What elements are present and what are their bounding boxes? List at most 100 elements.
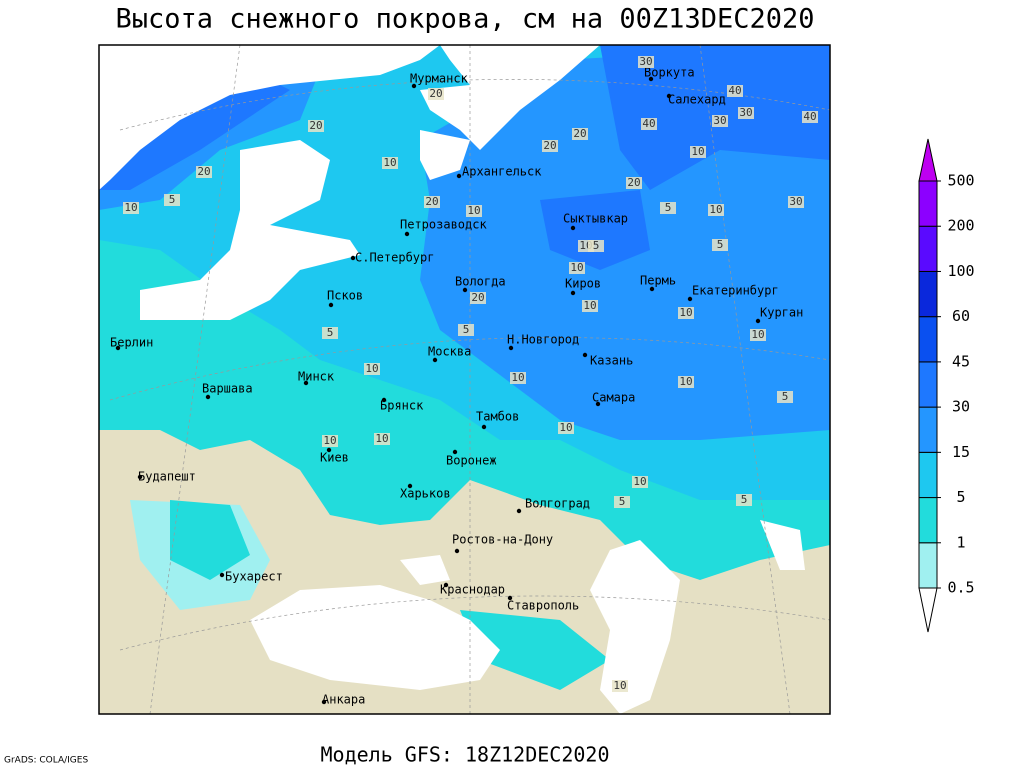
city-label: Анкара [322, 693, 365, 707]
contour-label-bg [542, 140, 558, 152]
snow-area [170, 500, 250, 580]
contour-label-bg [582, 300, 598, 312]
contour-label: 10 [633, 475, 646, 488]
city-label: Москва [428, 345, 471, 359]
contour-label: 10 [709, 203, 722, 216]
contour-label-bg [708, 204, 724, 216]
contour-label: 10 [570, 261, 583, 274]
colorbar-bin [918, 180, 938, 227]
colorbar-bin [918, 225, 938, 272]
contour-label-bg [777, 391, 793, 403]
city-dot [452, 449, 458, 455]
colorbar-bin [918, 406, 938, 453]
colorbar-label: 200 [947, 217, 974, 235]
contour-label: 10 [559, 421, 572, 434]
contour-label-bg [470, 292, 486, 304]
contour-label: 20 [471, 291, 484, 304]
contour-label: 20 [573, 127, 586, 140]
contour-label-bg [632, 476, 648, 488]
contour-label-bg [727, 85, 743, 97]
city-label: Пермь [640, 274, 676, 288]
contour-label-bg [374, 433, 390, 445]
contour-label-bg [638, 56, 654, 68]
contour-label-bg [626, 177, 642, 189]
contour-label: 5 [782, 390, 789, 403]
sea [590, 540, 680, 714]
contour-label-bg [558, 422, 574, 434]
contour-label: 5 [665, 201, 672, 214]
city-label: Салехард [668, 93, 726, 107]
city-dot [462, 287, 468, 293]
contour-label-bg [612, 680, 628, 692]
city-label: Волгоград [525, 497, 590, 511]
contour-label: 30 [739, 106, 752, 119]
city-dot [516, 508, 522, 514]
contour-label-bg [322, 327, 338, 339]
credit: GrADS: COLA/IGES [4, 756, 88, 766]
contour-label: 40 [642, 117, 655, 130]
city-dot [432, 357, 438, 363]
city-label: Самара [592, 391, 635, 405]
city-dot [404, 231, 410, 237]
contour-label-bg [382, 157, 398, 169]
contour-label-bg [569, 262, 585, 274]
city-dot [219, 572, 225, 578]
city-label: Архангельск [462, 165, 542, 179]
contour-label-bg [572, 128, 588, 140]
city-label: Ставрополь [507, 599, 579, 613]
contour-label-bg [364, 363, 380, 375]
city-label: Минск [298, 370, 335, 384]
contour-label: 5 [327, 326, 334, 339]
contour-label: 20 [309, 119, 322, 132]
contour-label: 10 [124, 201, 137, 214]
sea [250, 585, 500, 690]
contour-label: 40 [803, 110, 816, 123]
city-label: Воронеж [446, 454, 497, 468]
city-dot [443, 582, 449, 588]
city-label: Варшава [202, 382, 253, 396]
city-label: Петрозаводск [400, 218, 487, 232]
city-label: Будапешт [138, 470, 196, 484]
city-dot [582, 352, 588, 358]
city-dot [407, 483, 413, 489]
contour-label: 10 [365, 362, 378, 375]
contour-label: 30 [639, 55, 652, 68]
colorbar-label: 100 [947, 262, 974, 280]
colorbar-label: 500 [947, 172, 974, 190]
contour-label-bg [750, 329, 766, 341]
contour-label-bg [736, 494, 752, 506]
contour-label: 5 [169, 193, 176, 206]
contour-label-bg [660, 202, 676, 214]
contour-label: 40 [728, 84, 741, 97]
sea [420, 130, 470, 180]
contour-label: 5 [619, 495, 626, 508]
city-dot [595, 401, 601, 407]
contour-label: 10 [583, 299, 596, 312]
title: Высота снежного покрова, см на 00Z13DEC2… [116, 4, 815, 35]
city-label: Сыктывкар [563, 212, 628, 226]
colorbar-label: 5 [956, 488, 965, 506]
contour-label: 20 [627, 176, 640, 189]
city-dot [507, 595, 513, 601]
contour-label-bg [788, 196, 804, 208]
city-label: Краснодар [440, 583, 505, 597]
contour-label-bg [123, 202, 139, 214]
city-dot [350, 255, 356, 261]
contour-label-bg [614, 496, 630, 508]
city-dot [648, 76, 654, 82]
colorbar-label: 45 [952, 352, 970, 370]
contour-label-bg [308, 120, 324, 132]
colorbar-bin [918, 451, 938, 499]
city-dot [321, 699, 327, 705]
city-label: С.Петербург [355, 251, 434, 265]
city-dot [649, 286, 655, 292]
contour-label-bg [738, 107, 754, 119]
city-label: Тамбов [476, 410, 519, 424]
city-dot [687, 296, 693, 302]
city-dot [508, 345, 514, 351]
colorbar-high [918, 138, 938, 182]
contour-label-bg [424, 196, 440, 208]
city-label: Курган [760, 306, 803, 320]
